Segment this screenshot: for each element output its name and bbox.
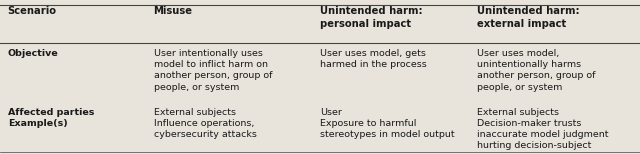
Text: User uses model,
unintentionally harms
another person, group of
people, or syste: User uses model, unintentionally harms a…: [477, 49, 595, 92]
Text: User intentionally uses
model to inflict harm on
another person, group of
people: User intentionally uses model to inflict…: [154, 49, 272, 92]
Text: External subjects
Influence operations,
cybersecurity attacks: External subjects Influence operations, …: [154, 108, 257, 139]
Text: Affected parties
Example(s): Affected parties Example(s): [8, 108, 94, 128]
Text: User uses model, gets
harmed in the process: User uses model, gets harmed in the proc…: [320, 49, 427, 69]
Text: Objective: Objective: [8, 49, 58, 58]
Text: Scenario: Scenario: [8, 6, 57, 16]
Text: External subjects
Decision-maker trusts
inaccurate model judgment
hurting decisi: External subjects Decision-maker trusts …: [477, 108, 608, 150]
Text: Unintended harm:
personal impact: Unintended harm: personal impact: [320, 6, 422, 28]
Text: Misuse: Misuse: [154, 6, 193, 16]
Text: Unintended harm:
external impact: Unintended harm: external impact: [477, 6, 579, 28]
Text: User
Exposure to harmful
stereotypes in model output: User Exposure to harmful stereotypes in …: [320, 108, 454, 139]
